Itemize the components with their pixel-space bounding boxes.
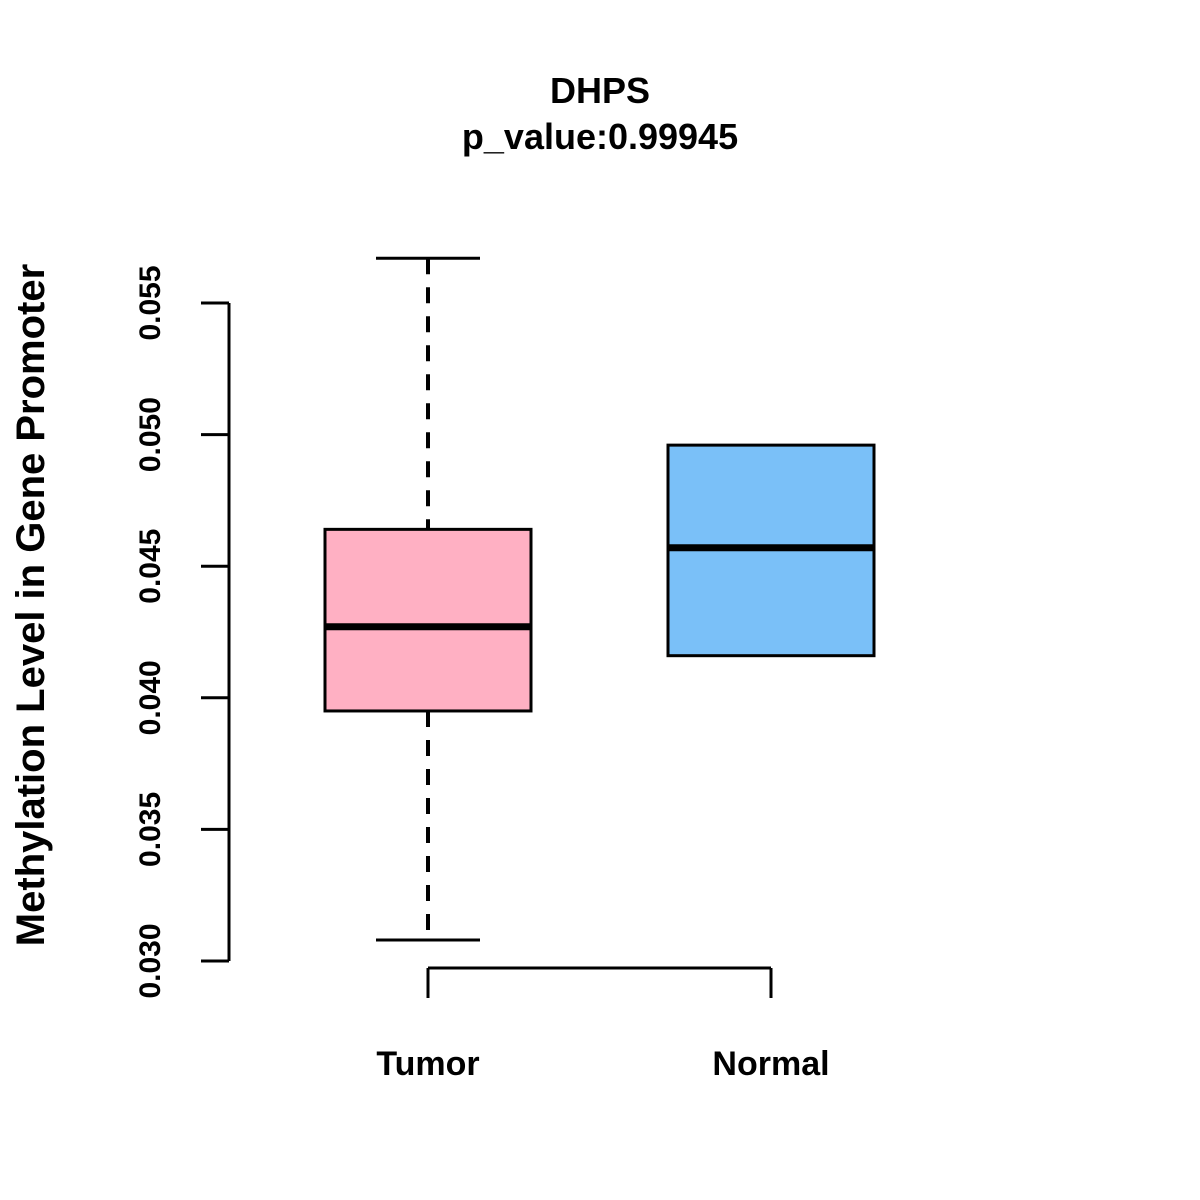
x-axis-label-normal: Normal bbox=[712, 1045, 829, 1083]
y-axis-title: Methylation Level in Gene Promoter bbox=[9, 264, 53, 946]
y-axis-tick-label: 0.035 bbox=[134, 792, 167, 867]
tumor-box bbox=[323, 527, 533, 713]
y-axis-tick-label: 0.050 bbox=[134, 397, 167, 472]
y-axis-tick-label: 0.030 bbox=[134, 923, 167, 998]
y-axis-tick-label: 0.045 bbox=[134, 529, 167, 604]
chart-subtitle-pvalue: p_value:0.99945 bbox=[461, 116, 739, 157]
chart-title: DHPS bbox=[549, 70, 651, 111]
y-axis-tick-label: 0.055 bbox=[134, 265, 167, 340]
x-axis-label-tumor: Tumor bbox=[376, 1045, 479, 1083]
chart-title-block: DHPS p_value:0.99945 bbox=[230, 68, 970, 160]
y-axis-tick-label: 0.040 bbox=[134, 660, 167, 735]
